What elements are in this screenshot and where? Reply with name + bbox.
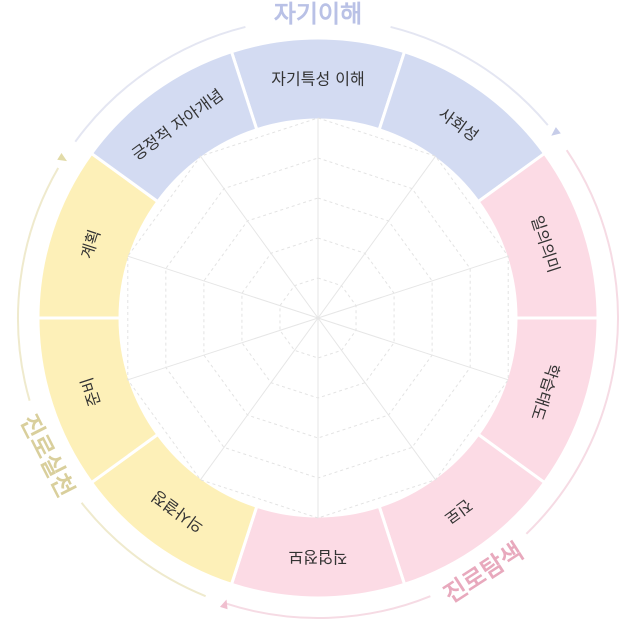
- group-arc-1b: [390, 25, 549, 126]
- radar-spoke: [127, 255, 319, 319]
- group-arc-3b: [17, 167, 60, 401]
- outer-arcs: [17, 25, 619, 619]
- group-arc-2a: [525, 149, 619, 535]
- group-arc-1a: [74, 25, 246, 143]
- radar-ring: [203, 197, 433, 439]
- radar-spoke: [317, 255, 509, 319]
- group-arc-3a: [80, 502, 206, 598]
- arrow-icon: [551, 127, 561, 136]
- radar-spoke: [127, 317, 319, 381]
- radar-spoke: [317, 317, 436, 481]
- radar-spoke: [317, 155, 436, 319]
- radar-grid: [127, 117, 509, 519]
- group-label-1: 자기이해: [274, 0, 362, 28]
- arrow-icon: [219, 599, 228, 610]
- radar-spoke: [200, 155, 319, 319]
- arrow-icon: [57, 152, 67, 162]
- group-arc-2b: [224, 595, 431, 619]
- segments: [36, 36, 600, 600]
- segment-10: [89, 49, 259, 204]
- radar-ring: [279, 277, 357, 359]
- segment-label: 자기특성 이해: [271, 70, 364, 89]
- radar-spoke: [200, 317, 319, 481]
- radar-spoke: [317, 317, 509, 381]
- segment-label: 직업정보: [289, 548, 348, 567]
